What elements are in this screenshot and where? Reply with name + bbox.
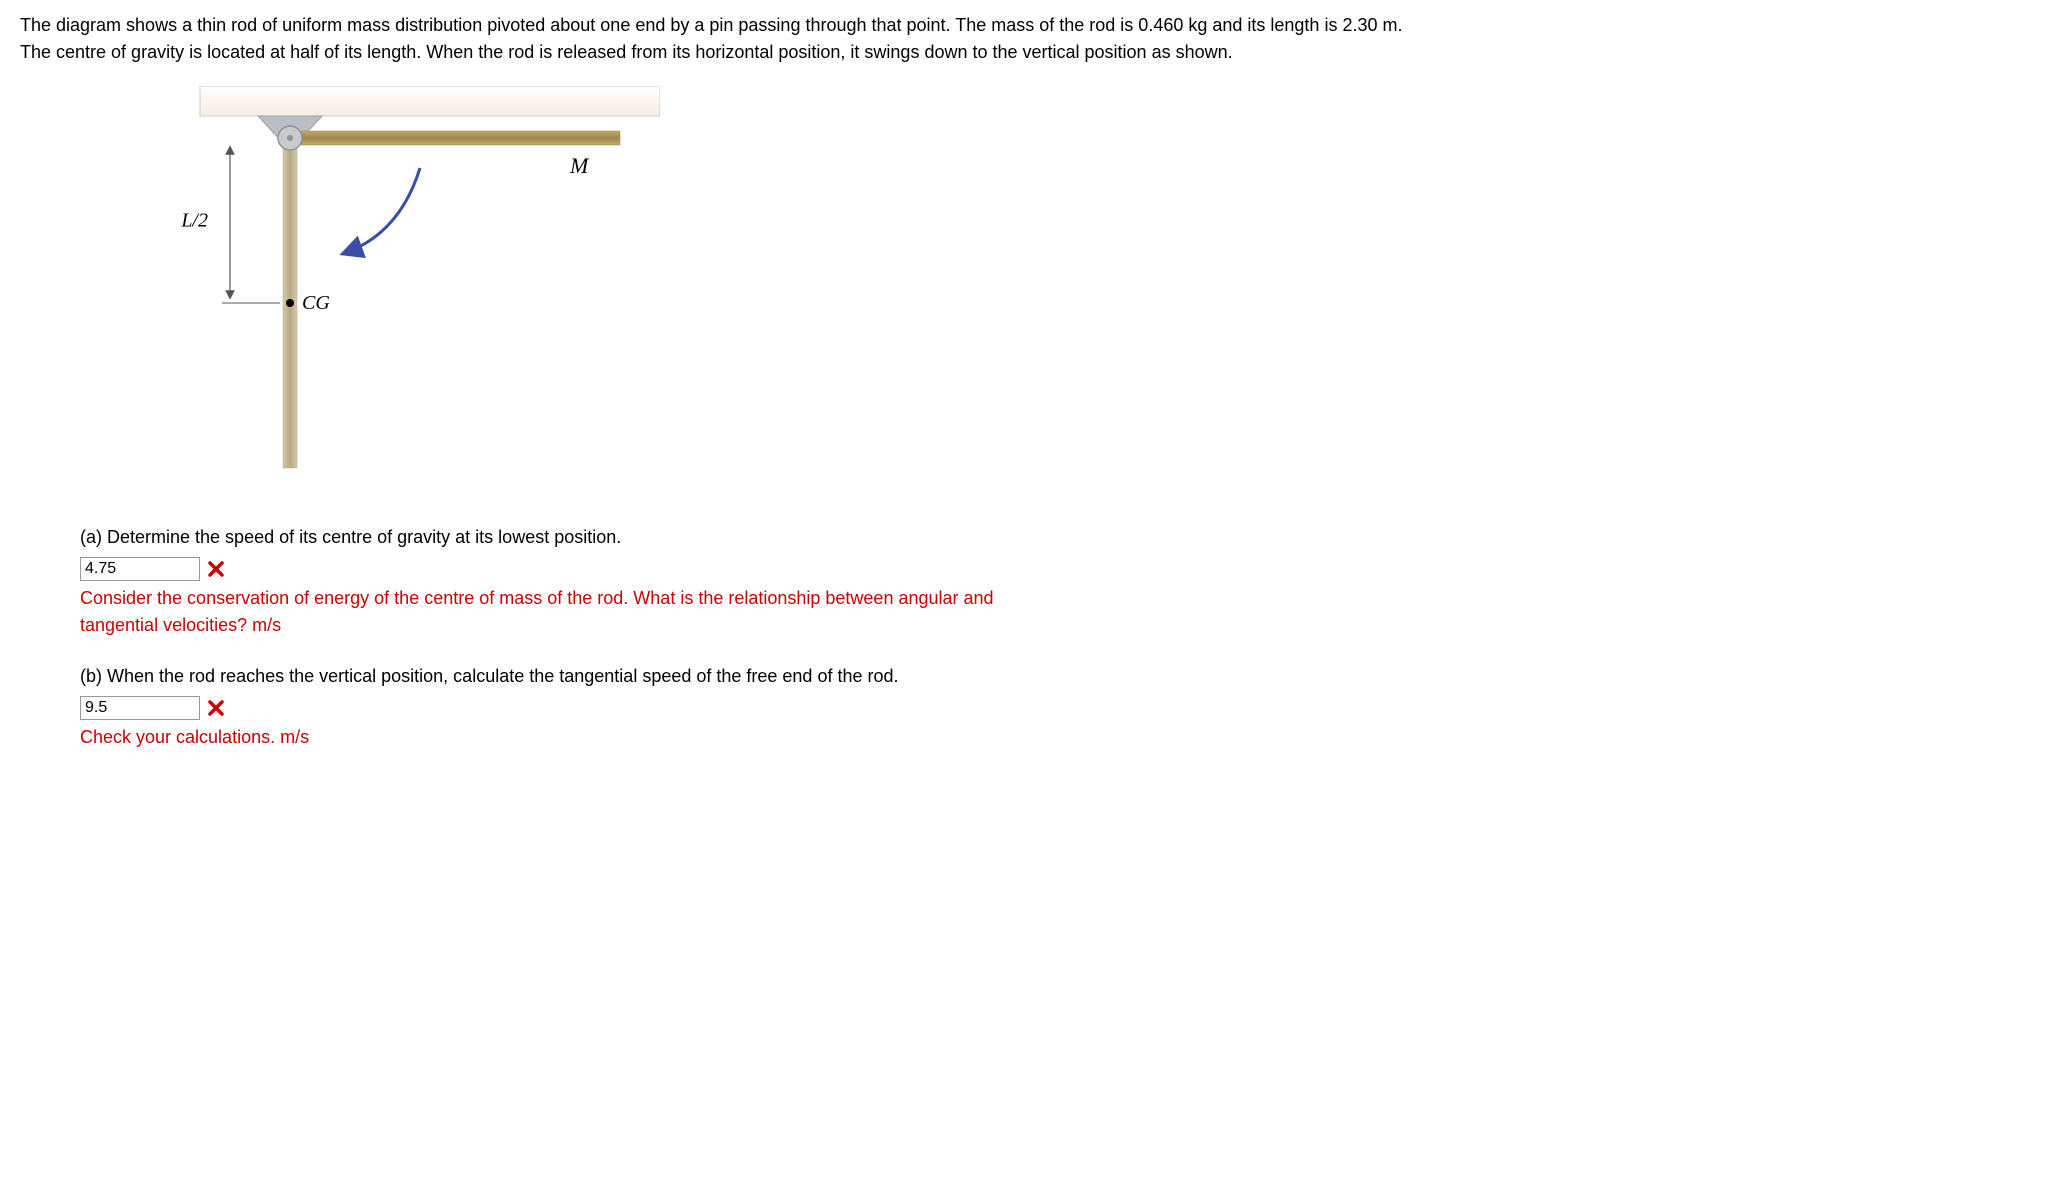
svg-text:CG: CG — [302, 292, 330, 314]
part-a-feedback-line2: tangential velocities? — [80, 615, 247, 635]
part-a-input[interactable] — [80, 557, 200, 581]
part-b-input[interactable] — [80, 696, 200, 720]
incorrect-icon — [208, 700, 224, 716]
part-a-unit: m/s — [252, 615, 281, 635]
svg-text:M: M — [569, 153, 590, 178]
part-a-answer-row — [80, 557, 1380, 581]
part-b-feedback: Check your calculations. m/s — [80, 724, 1380, 751]
part-a-feedback-line1: Consider the conservation of energy of t… — [80, 588, 994, 608]
diagram: M CG L/2 — [120, 86, 2026, 494]
part-b-answer-row — [80, 696, 1380, 720]
problem-statement: The diagram shows a thin rod of uniform … — [20, 12, 1420, 66]
part-b-feedback-text: Check your calculations. — [80, 727, 275, 747]
part-a: (a) Determine the speed of its centre of… — [80, 524, 1380, 639]
part-b-question: (b) When the rod reaches the vertical po… — [80, 663, 1380, 690]
rod-diagram-svg: M CG L/2 — [120, 86, 660, 486]
svg-text:L/2: L/2 — [180, 210, 208, 232]
incorrect-icon — [208, 561, 224, 577]
part-a-feedback: Consider the conservation of energy of t… — [80, 585, 1380, 639]
part-b: (b) When the rod reaches the vertical po… — [80, 663, 1380, 751]
part-b-unit: m/s — [280, 727, 309, 747]
part-a-question: (a) Determine the speed of its centre of… — [80, 524, 1380, 551]
